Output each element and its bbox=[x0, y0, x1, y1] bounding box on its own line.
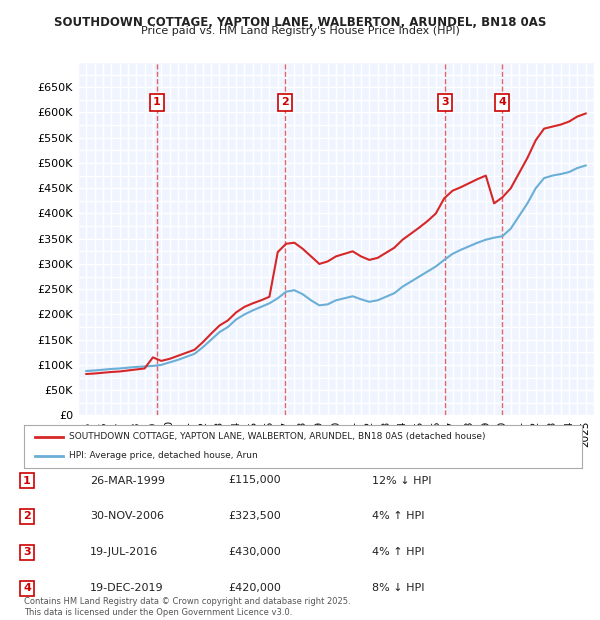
Text: 26-MAR-1999: 26-MAR-1999 bbox=[90, 476, 165, 485]
Text: 4: 4 bbox=[498, 97, 506, 107]
Text: HPI: Average price, detached house, Arun: HPI: Average price, detached house, Arun bbox=[68, 451, 257, 461]
Text: SOUTHDOWN COTTAGE, YAPTON LANE, WALBERTON, ARUNDEL, BN18 0AS: SOUTHDOWN COTTAGE, YAPTON LANE, WALBERTO… bbox=[54, 16, 546, 29]
Text: 3: 3 bbox=[441, 97, 449, 107]
Text: 4: 4 bbox=[23, 583, 31, 593]
Text: £420,000: £420,000 bbox=[228, 583, 281, 593]
Text: 1: 1 bbox=[153, 97, 161, 107]
Text: 19-DEC-2019: 19-DEC-2019 bbox=[90, 583, 164, 593]
Text: 2: 2 bbox=[281, 97, 289, 107]
Text: £323,500: £323,500 bbox=[228, 512, 281, 521]
Text: 12% ↓ HPI: 12% ↓ HPI bbox=[372, 476, 431, 485]
Text: 4% ↑ HPI: 4% ↑ HPI bbox=[372, 547, 425, 557]
Text: £115,000: £115,000 bbox=[228, 476, 281, 485]
Text: 30-NOV-2006: 30-NOV-2006 bbox=[90, 512, 164, 521]
Text: 19-JUL-2016: 19-JUL-2016 bbox=[90, 547, 158, 557]
Text: 8% ↓ HPI: 8% ↓ HPI bbox=[372, 583, 425, 593]
Text: SOUTHDOWN COTTAGE, YAPTON LANE, WALBERTON, ARUNDEL, BN18 0AS (detached house): SOUTHDOWN COTTAGE, YAPTON LANE, WALBERTO… bbox=[68, 432, 485, 441]
Text: 4% ↑ HPI: 4% ↑ HPI bbox=[372, 512, 425, 521]
Text: Price paid vs. HM Land Registry's House Price Index (HPI): Price paid vs. HM Land Registry's House … bbox=[140, 26, 460, 36]
Text: 3: 3 bbox=[23, 547, 31, 557]
Text: Contains HM Land Registry data © Crown copyright and database right 2025.
This d: Contains HM Land Registry data © Crown c… bbox=[24, 598, 350, 617]
Text: £430,000: £430,000 bbox=[228, 547, 281, 557]
Text: 2: 2 bbox=[23, 512, 31, 521]
Text: 1: 1 bbox=[23, 476, 31, 485]
